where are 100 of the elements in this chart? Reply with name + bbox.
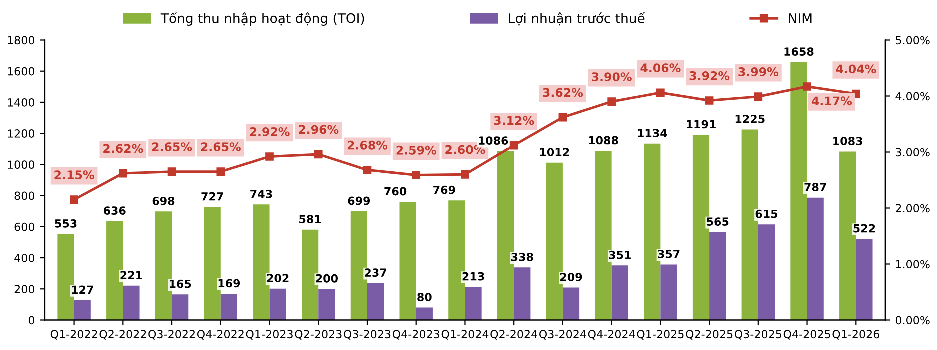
data-label: 615 (756, 210, 778, 218)
bar (220, 294, 238, 320)
x-tick-label: Q3-2025 (734, 330, 782, 340)
data-label: 3.90% (592, 72, 632, 82)
data-label: 1225 (736, 114, 765, 124)
data-label: 565 (707, 218, 729, 226)
legend-label: Lợi nhuận trước thuế (509, 12, 646, 26)
x-tick-label: Q1-2024 (442, 330, 489, 340)
x-tick-label: Q3-2022 (148, 330, 195, 340)
x-tick-label: Q1-2025 (637, 330, 684, 340)
x-tick-label: Q4-2025 (784, 330, 830, 340)
data-label: 237 (365, 268, 387, 278)
bar (514, 268, 531, 320)
data-label: 769 (434, 186, 456, 194)
data-label: 4.17% (812, 96, 852, 106)
x-tick-label: Q3-2023 (344, 330, 391, 340)
bar (856, 239, 873, 320)
point (168, 168, 176, 176)
x-tick-label: Q2-2025 (686, 330, 733, 340)
y-tick-label: 1000 (8, 160, 35, 170)
bar (465, 287, 482, 320)
data-label: 787 (804, 183, 826, 192)
point (705, 96, 714, 105)
data-label: 2.15% (54, 170, 94, 180)
point (266, 152, 274, 161)
x-tick-label: Q3-2024 (540, 330, 586, 340)
data-label: 213 (462, 272, 484, 281)
point (118, 169, 128, 178)
data-label: 3.99% (738, 68, 779, 76)
bar (807, 198, 824, 320)
point (656, 88, 665, 98)
y2-tick-label: 4.00% (896, 92, 930, 101)
data-label: 553 (55, 220, 77, 228)
data-label: 169 (218, 279, 240, 288)
x-tick-label: Q1-2023 (246, 330, 293, 340)
data-label: 743 (250, 190, 272, 198)
data-label: 760 (384, 187, 407, 196)
data-label: 1658 (784, 48, 814, 56)
bar (710, 232, 726, 320)
data-label: 80 (418, 293, 432, 302)
y-tick-label: 400 (14, 254, 35, 262)
bar (758, 224, 776, 320)
data-label: 699 (348, 196, 370, 206)
data-label: 1012 (540, 148, 570, 157)
x-tick-label: Q4-2024 (588, 330, 636, 340)
data-label: 1191 (687, 120, 716, 129)
data-label: 1086 (479, 136, 508, 145)
point (608, 98, 616, 106)
legend-label: Tổng thu nhập hoạt động (TOI) (160, 12, 364, 26)
data-label: 2.59% (396, 146, 436, 155)
data-label: 2.62% (104, 144, 144, 154)
point (363, 166, 372, 174)
data-label: 200 (316, 274, 338, 283)
bar (400, 202, 416, 320)
data-label: 127 (72, 286, 94, 294)
data-label: 2.65% (152, 142, 192, 152)
point (412, 171, 421, 180)
data-label: 351 (609, 250, 631, 260)
bar (74, 300, 91, 320)
point (510, 141, 518, 150)
bar (270, 288, 286, 320)
bar (612, 266, 628, 320)
bar (123, 286, 140, 320)
data-label: 338 (512, 252, 534, 262)
data-label: 1134 (638, 129, 668, 138)
data-label: 3.62% (543, 88, 584, 98)
data-label: 581 (300, 215, 322, 224)
point (70, 196, 78, 204)
data-label: 357 (658, 250, 680, 258)
y-tick-label: 1400 (8, 98, 35, 107)
data-label: 1083 (834, 137, 862, 146)
y-tick-label: 1800 (8, 36, 35, 45)
point (558, 113, 568, 122)
x-tick-label: Q4-2022 (197, 330, 244, 340)
data-label: 2.92% (250, 127, 290, 136)
data-label: 727 (202, 192, 224, 201)
bar (318, 289, 336, 320)
x-tick-label: Q2-2022 (100, 330, 146, 340)
point (461, 170, 470, 179)
y2-tick-label: 3.00% (896, 148, 930, 157)
y2-tick-label: 2.00% (896, 204, 930, 213)
y-tick-label: 0 (28, 316, 35, 325)
data-label: 522 (854, 224, 876, 233)
x-tick-label: Q1-2022 (50, 330, 98, 340)
bar (660, 264, 678, 320)
y-tick-label: 800 (14, 192, 35, 200)
x-tick-label: Q1-2026 (832, 330, 880, 340)
data-label: 221 (120, 271, 142, 280)
y-tick-label: 200 (14, 285, 35, 294)
data-label: 3.92% (690, 71, 730, 80)
y-tick-label: 600 (14, 222, 35, 232)
bar (416, 308, 433, 320)
data-label: 4.06% (640, 64, 681, 73)
y2-tick-label: 5.00% (896, 36, 930, 45)
data-label: 698 (152, 196, 175, 206)
legend-label: NIM (789, 14, 812, 24)
data-label: 2.65% (201, 142, 241, 152)
y-tick-label: 1200 (8, 130, 35, 138)
data-label: 209 (560, 273, 582, 282)
data-label: 4.04% (836, 64, 876, 74)
